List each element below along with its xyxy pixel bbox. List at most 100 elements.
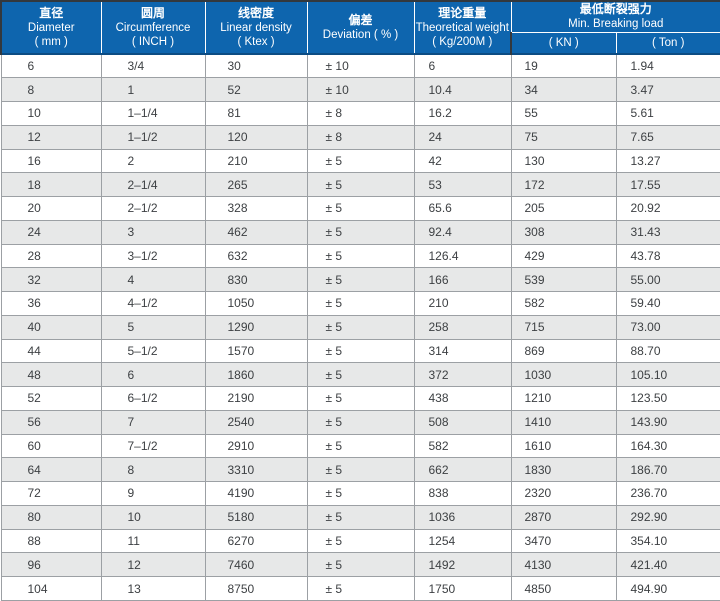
cell-linear-density-ktex: 8750: [204, 576, 308, 601]
cell-circumference-inch: 7: [100, 409, 206, 435]
cell-circumference-inch: 7–1/2: [100, 433, 206, 459]
header-diameter: 直径 Diameter ( mm ): [0, 0, 102, 55]
cell-breaking-load-kn: 4130: [510, 552, 617, 577]
cell-circumference-inch: 10: [100, 504, 206, 530]
cell-circumference-inch: 4–1/2: [100, 291, 206, 316]
cell-theoretical-weight: 314: [413, 338, 512, 364]
header-linear-density-en: Linear density: [220, 22, 292, 34]
cell-linear-density-ktex: 52: [204, 77, 308, 102]
cell-diameter-mm: 44: [0, 338, 102, 364]
table-row: 104 13 8750 ± 5 1750 4850 494.90: [0, 576, 720, 601]
cell-theoretical-weight: 92.4: [413, 219, 512, 245]
cell-linear-density-ktex: 210: [204, 148, 308, 174]
cell-breaking-load-ton: 88.70: [615, 338, 720, 364]
cell-diameter-mm: 64: [0, 457, 102, 482]
cell-breaking-load-kn: 205: [510, 196, 617, 221]
cell-breaking-load-ton: 7.65: [615, 124, 720, 150]
cell-deviation-pct: ± 10: [306, 77, 415, 102]
cell-theoretical-weight: 16.2: [413, 101, 512, 126]
cell-theoretical-weight: 838: [413, 481, 512, 506]
cell-theoretical-weight: 372: [413, 362, 512, 387]
cell-breaking-load-ton: 354.10: [615, 528, 720, 554]
cell-breaking-load-kn: 1610: [510, 433, 617, 459]
header-circumference-unit: ( INCH ): [131, 36, 175, 48]
cell-linear-density-ktex: 1050: [204, 291, 308, 316]
cell-breaking-load-ton: 3.47: [615, 77, 720, 102]
cell-diameter-mm: 20: [0, 196, 102, 221]
cell-deviation-pct: ± 5: [306, 338, 415, 364]
cell-theoretical-weight: 210: [413, 291, 512, 316]
cell-breaking-load-ton: 494.90: [615, 576, 720, 601]
cell-linear-density-ktex: 1860: [204, 362, 308, 387]
cell-breaking-load-kn: 1410: [510, 409, 617, 435]
cell-breaking-load-ton: 421.40: [615, 552, 720, 577]
cell-deviation-pct: ± 5: [306, 172, 415, 197]
cell-circumference-inch: 4: [100, 267, 206, 292]
cell-deviation-pct: ± 5: [306, 576, 415, 601]
table-row: 60 7–1/2 2910 ± 5 582 1610 164.30: [0, 433, 720, 459]
cell-breaking-load-kn: 4850: [510, 576, 617, 601]
cell-deviation-pct: ± 5: [306, 409, 415, 435]
table-row: 48 6 1860 ± 5 372 1030 105.10: [0, 362, 720, 387]
cell-breaking-load-ton: 73.00: [615, 314, 720, 340]
table-header: 直径 Diameter ( mm ) 圆周 Circumference ( IN…: [0, 0, 720, 55]
cell-breaking-load-kn: 75: [510, 124, 617, 150]
cell-breaking-load-kn: 308: [510, 219, 617, 245]
cell-deviation-pct: ± 5: [306, 291, 415, 316]
cell-deviation-pct: ± 8: [306, 124, 415, 150]
cell-linear-density-ktex: 120: [204, 124, 308, 150]
cell-diameter-mm: 16: [0, 148, 102, 174]
cell-breaking-load-kn: 130: [510, 148, 617, 174]
cell-circumference-inch: 9: [100, 481, 206, 506]
header-theoretical-weight-zh: 理论重量: [438, 6, 487, 20]
table-row: 72 9 4190 ± 5 838 2320 236.70: [0, 481, 720, 506]
table-row: 56 7 2540 ± 5 508 1410 143.90: [0, 409, 720, 435]
cell-diameter-mm: 40: [0, 314, 102, 340]
cell-breaking-load-kn: 869: [510, 338, 617, 364]
cell-breaking-load-ton: 123.50: [615, 386, 720, 411]
table-row: 80 10 5180 ± 5 1036 2870 292.90: [0, 504, 720, 530]
cell-breaking-load-kn: 172: [510, 172, 617, 197]
cell-linear-density-ktex: 2910: [204, 433, 308, 459]
cell-breaking-load-ton: 292.90: [615, 504, 720, 530]
cell-deviation-pct: ± 5: [306, 219, 415, 245]
cell-linear-density-ktex: 2190: [204, 386, 308, 411]
cell-theoretical-weight: 1254: [413, 528, 512, 554]
cell-breaking-load-kn: 715: [510, 314, 617, 340]
table-row: 28 3–1/2 632 ± 5 126.4 429 43.78: [0, 243, 720, 269]
cell-breaking-load-kn: 19: [510, 53, 617, 79]
table-row: 24 3 462 ± 5 92.4 308 31.43: [0, 219, 720, 245]
cell-diameter-mm: 18: [0, 172, 102, 197]
cell-diameter-mm: 96: [0, 552, 102, 577]
cell-diameter-mm: 10: [0, 101, 102, 126]
cell-deviation-pct: ± 8: [306, 101, 415, 126]
cell-deviation-pct: ± 5: [306, 504, 415, 530]
header-linear-density-zh: 线密度: [237, 6, 274, 20]
cell-theoretical-weight: 42: [413, 148, 512, 174]
cell-linear-density-ktex: 30: [204, 53, 308, 79]
cell-diameter-mm: 80: [0, 504, 102, 530]
cell-breaking-load-ton: 43.78: [615, 243, 720, 269]
table-row: 8 1 52 ± 10 10.4 34 3.47: [0, 77, 720, 102]
table-row: 40 5 1290 ± 5 258 715 73.00: [0, 314, 720, 340]
cell-diameter-mm: 36: [0, 291, 102, 316]
header-deviation: 偏差 Deviation ( % ): [306, 0, 415, 55]
cell-linear-density-ktex: 265: [204, 172, 308, 197]
table-row: 10 1–1/4 81 ± 8 16.2 55 5.61: [0, 101, 720, 126]
cell-breaking-load-kn: 1830: [510, 457, 617, 482]
cell-diameter-mm: 88: [0, 528, 102, 554]
cell-circumference-inch: 6–1/2: [100, 386, 206, 411]
cell-deviation-pct: ± 5: [306, 243, 415, 269]
header-diameter-zh: 直径: [39, 6, 64, 20]
header-linear-density: 线密度 Linear density ( Ktex ): [204, 0, 308, 55]
header-breaking-load-zh: 最低断裂强力: [579, 2, 652, 17]
cell-breaking-load-ton: 59.40: [615, 291, 720, 316]
cell-linear-density-ktex: 3310: [204, 457, 308, 482]
cell-circumference-inch: 3: [100, 219, 206, 245]
cell-circumference-inch: 8: [100, 457, 206, 482]
cell-theoretical-weight: 438: [413, 386, 512, 411]
cell-linear-density-ktex: 830: [204, 267, 308, 292]
cell-breaking-load-kn: 539: [510, 267, 617, 292]
